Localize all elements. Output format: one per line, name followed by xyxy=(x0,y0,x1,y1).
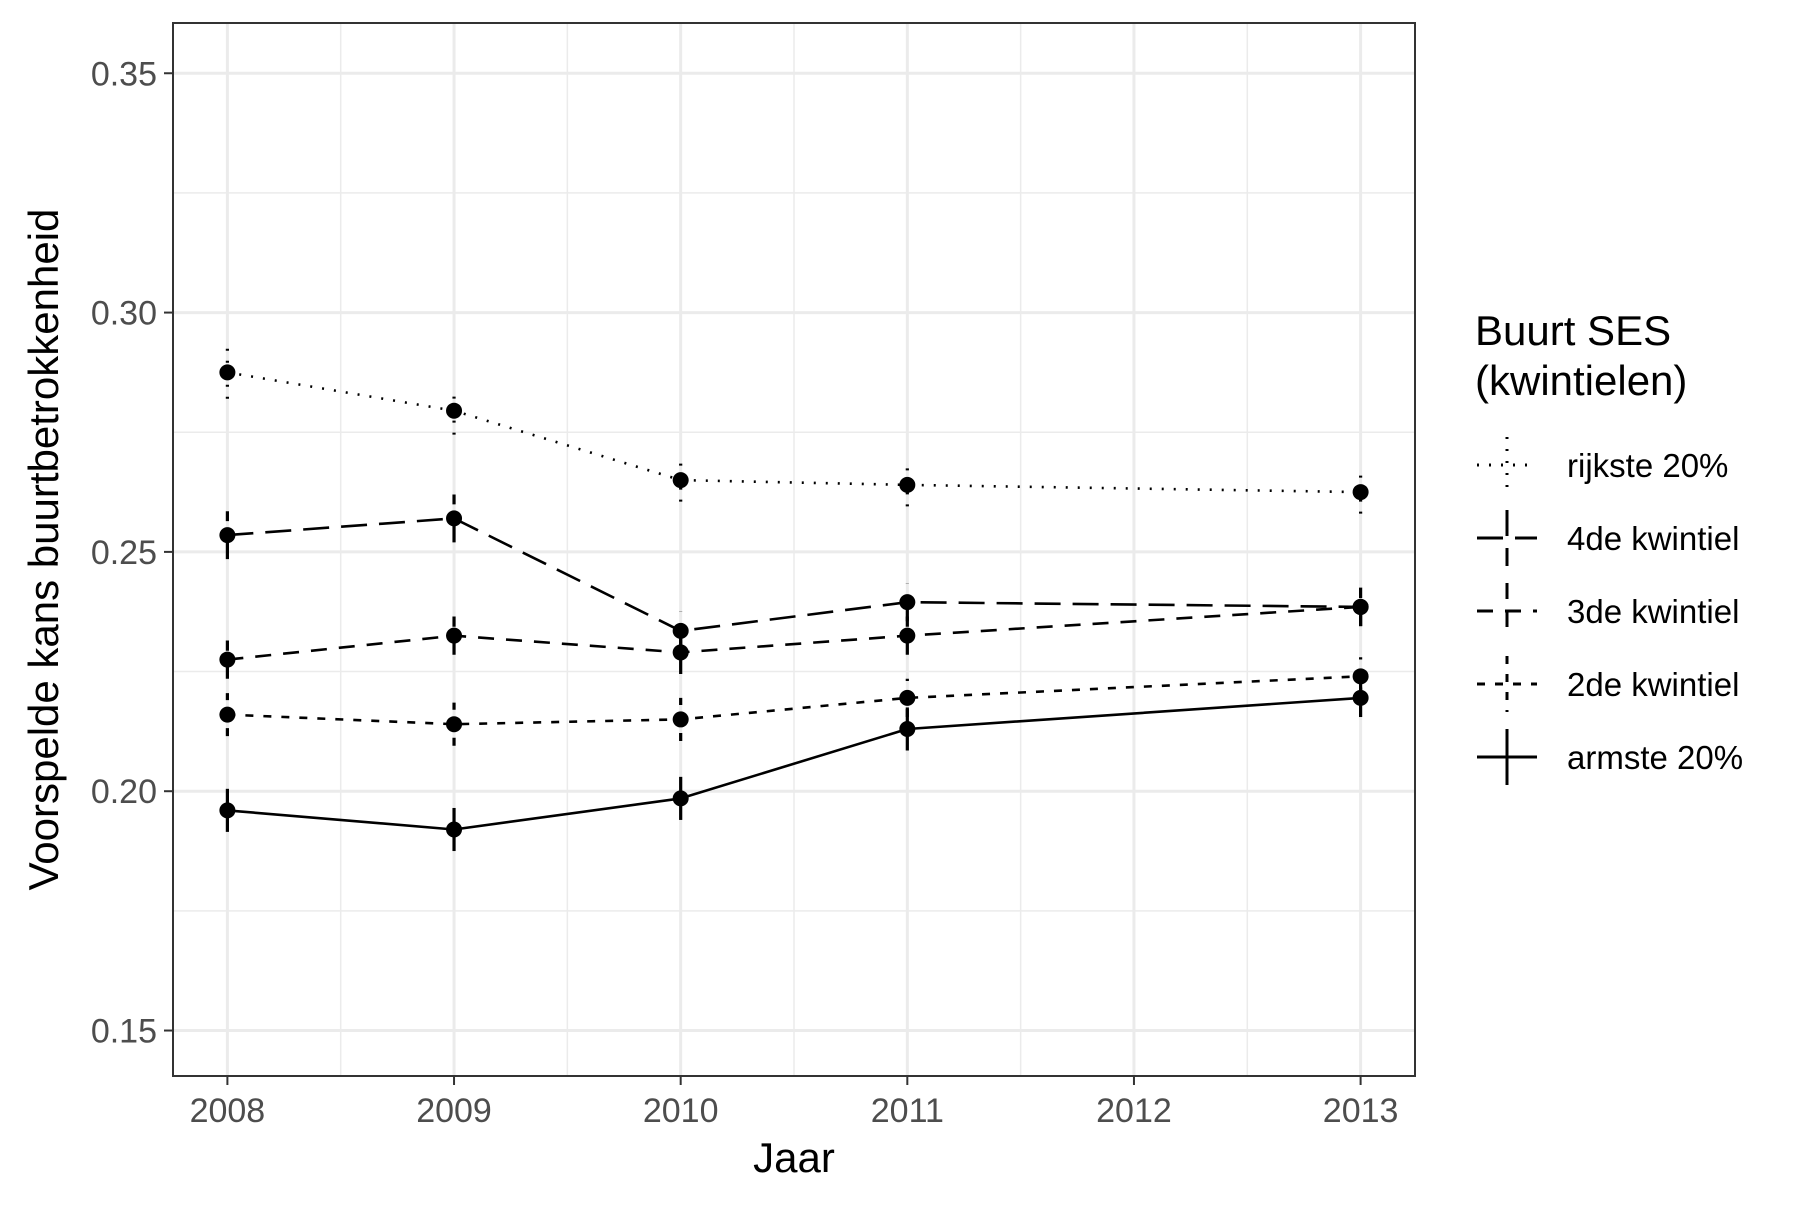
legend-label: armste 20% xyxy=(1567,739,1743,776)
x-tick-label: 2008 xyxy=(190,1092,266,1130)
legend-label: rijkste 20% xyxy=(1567,447,1728,484)
legend-item-dotted: rijkste 20% xyxy=(1477,437,1728,493)
legend-item-shortdash: 2de kwintiel xyxy=(1477,656,1739,712)
data-point xyxy=(899,689,916,706)
y-axis-title: Voorspelde kans buurtbetrokkenheid xyxy=(20,209,67,891)
y-tick-label: 0.25 xyxy=(91,534,157,572)
data-point xyxy=(219,527,236,544)
data-point xyxy=(1352,598,1369,615)
legend-items: rijkste 20% 4de kwintiel 3de kwintiel 2de k… xyxy=(1477,437,1743,785)
data-point xyxy=(219,802,236,819)
x-tick-label: 2011 xyxy=(871,1092,944,1130)
series-dashed xyxy=(219,587,1369,679)
data-point xyxy=(899,627,916,644)
series-dotted xyxy=(219,346,1369,514)
data-point xyxy=(219,706,236,723)
x-axis-title: Jaar xyxy=(753,1134,835,1181)
data-point xyxy=(446,510,463,527)
data-point xyxy=(899,720,916,737)
data-point xyxy=(446,402,463,419)
legend-item-solid: armste 20% xyxy=(1477,729,1743,785)
data-point xyxy=(672,644,689,661)
data-point xyxy=(1352,689,1369,706)
data-point xyxy=(1352,668,1369,685)
series-solid xyxy=(219,678,1369,852)
legend-item-longdash: 4de kwintiel xyxy=(1477,510,1739,566)
minor-grid xyxy=(173,23,1415,1076)
legend-item-dashed: 3de kwintiel xyxy=(1477,583,1739,639)
data-point xyxy=(219,651,236,668)
data-point xyxy=(899,594,916,611)
legend-label: 4de kwintiel xyxy=(1567,520,1739,557)
y-tick-label: 0.30 xyxy=(91,295,157,333)
x-tick-label: 2009 xyxy=(416,1092,492,1130)
data-point xyxy=(899,476,916,493)
series-layer xyxy=(219,346,1369,852)
data-point xyxy=(446,716,463,733)
legend: Buurt SES (kwintielen) rijkste 20% 4de kw… xyxy=(1475,307,1743,785)
legend-title-line-1: Buurt SES xyxy=(1475,307,1671,354)
y-tick-label: 0.35 xyxy=(91,55,157,93)
x-tick-label: 2013 xyxy=(1323,1092,1399,1130)
data-point xyxy=(1352,484,1369,501)
data-point xyxy=(219,364,236,381)
data-point xyxy=(672,472,689,489)
legend-title-line-2: (kwintielen) xyxy=(1475,357,1687,404)
data-point xyxy=(672,790,689,807)
plot-border xyxy=(172,22,1416,1077)
x-tick-label: 2010 xyxy=(643,1092,719,1130)
y-tick-label: 0.20 xyxy=(91,773,157,811)
legend-label: 2de kwintiel xyxy=(1567,666,1739,703)
data-point xyxy=(446,821,463,838)
x-tick-label: 2012 xyxy=(1096,1092,1172,1130)
axes: 0.15 0.20 0.25 0.30 0.35 2008 2009 2010 2011 2012… xyxy=(91,55,1399,1130)
data-point xyxy=(672,711,689,728)
y-tick-label: 0.15 xyxy=(91,1013,157,1051)
major-grid xyxy=(173,23,1415,1076)
legend-label: 3de kwintiel xyxy=(1567,593,1739,630)
data-point xyxy=(446,627,463,644)
series-shortdash xyxy=(219,657,1369,746)
